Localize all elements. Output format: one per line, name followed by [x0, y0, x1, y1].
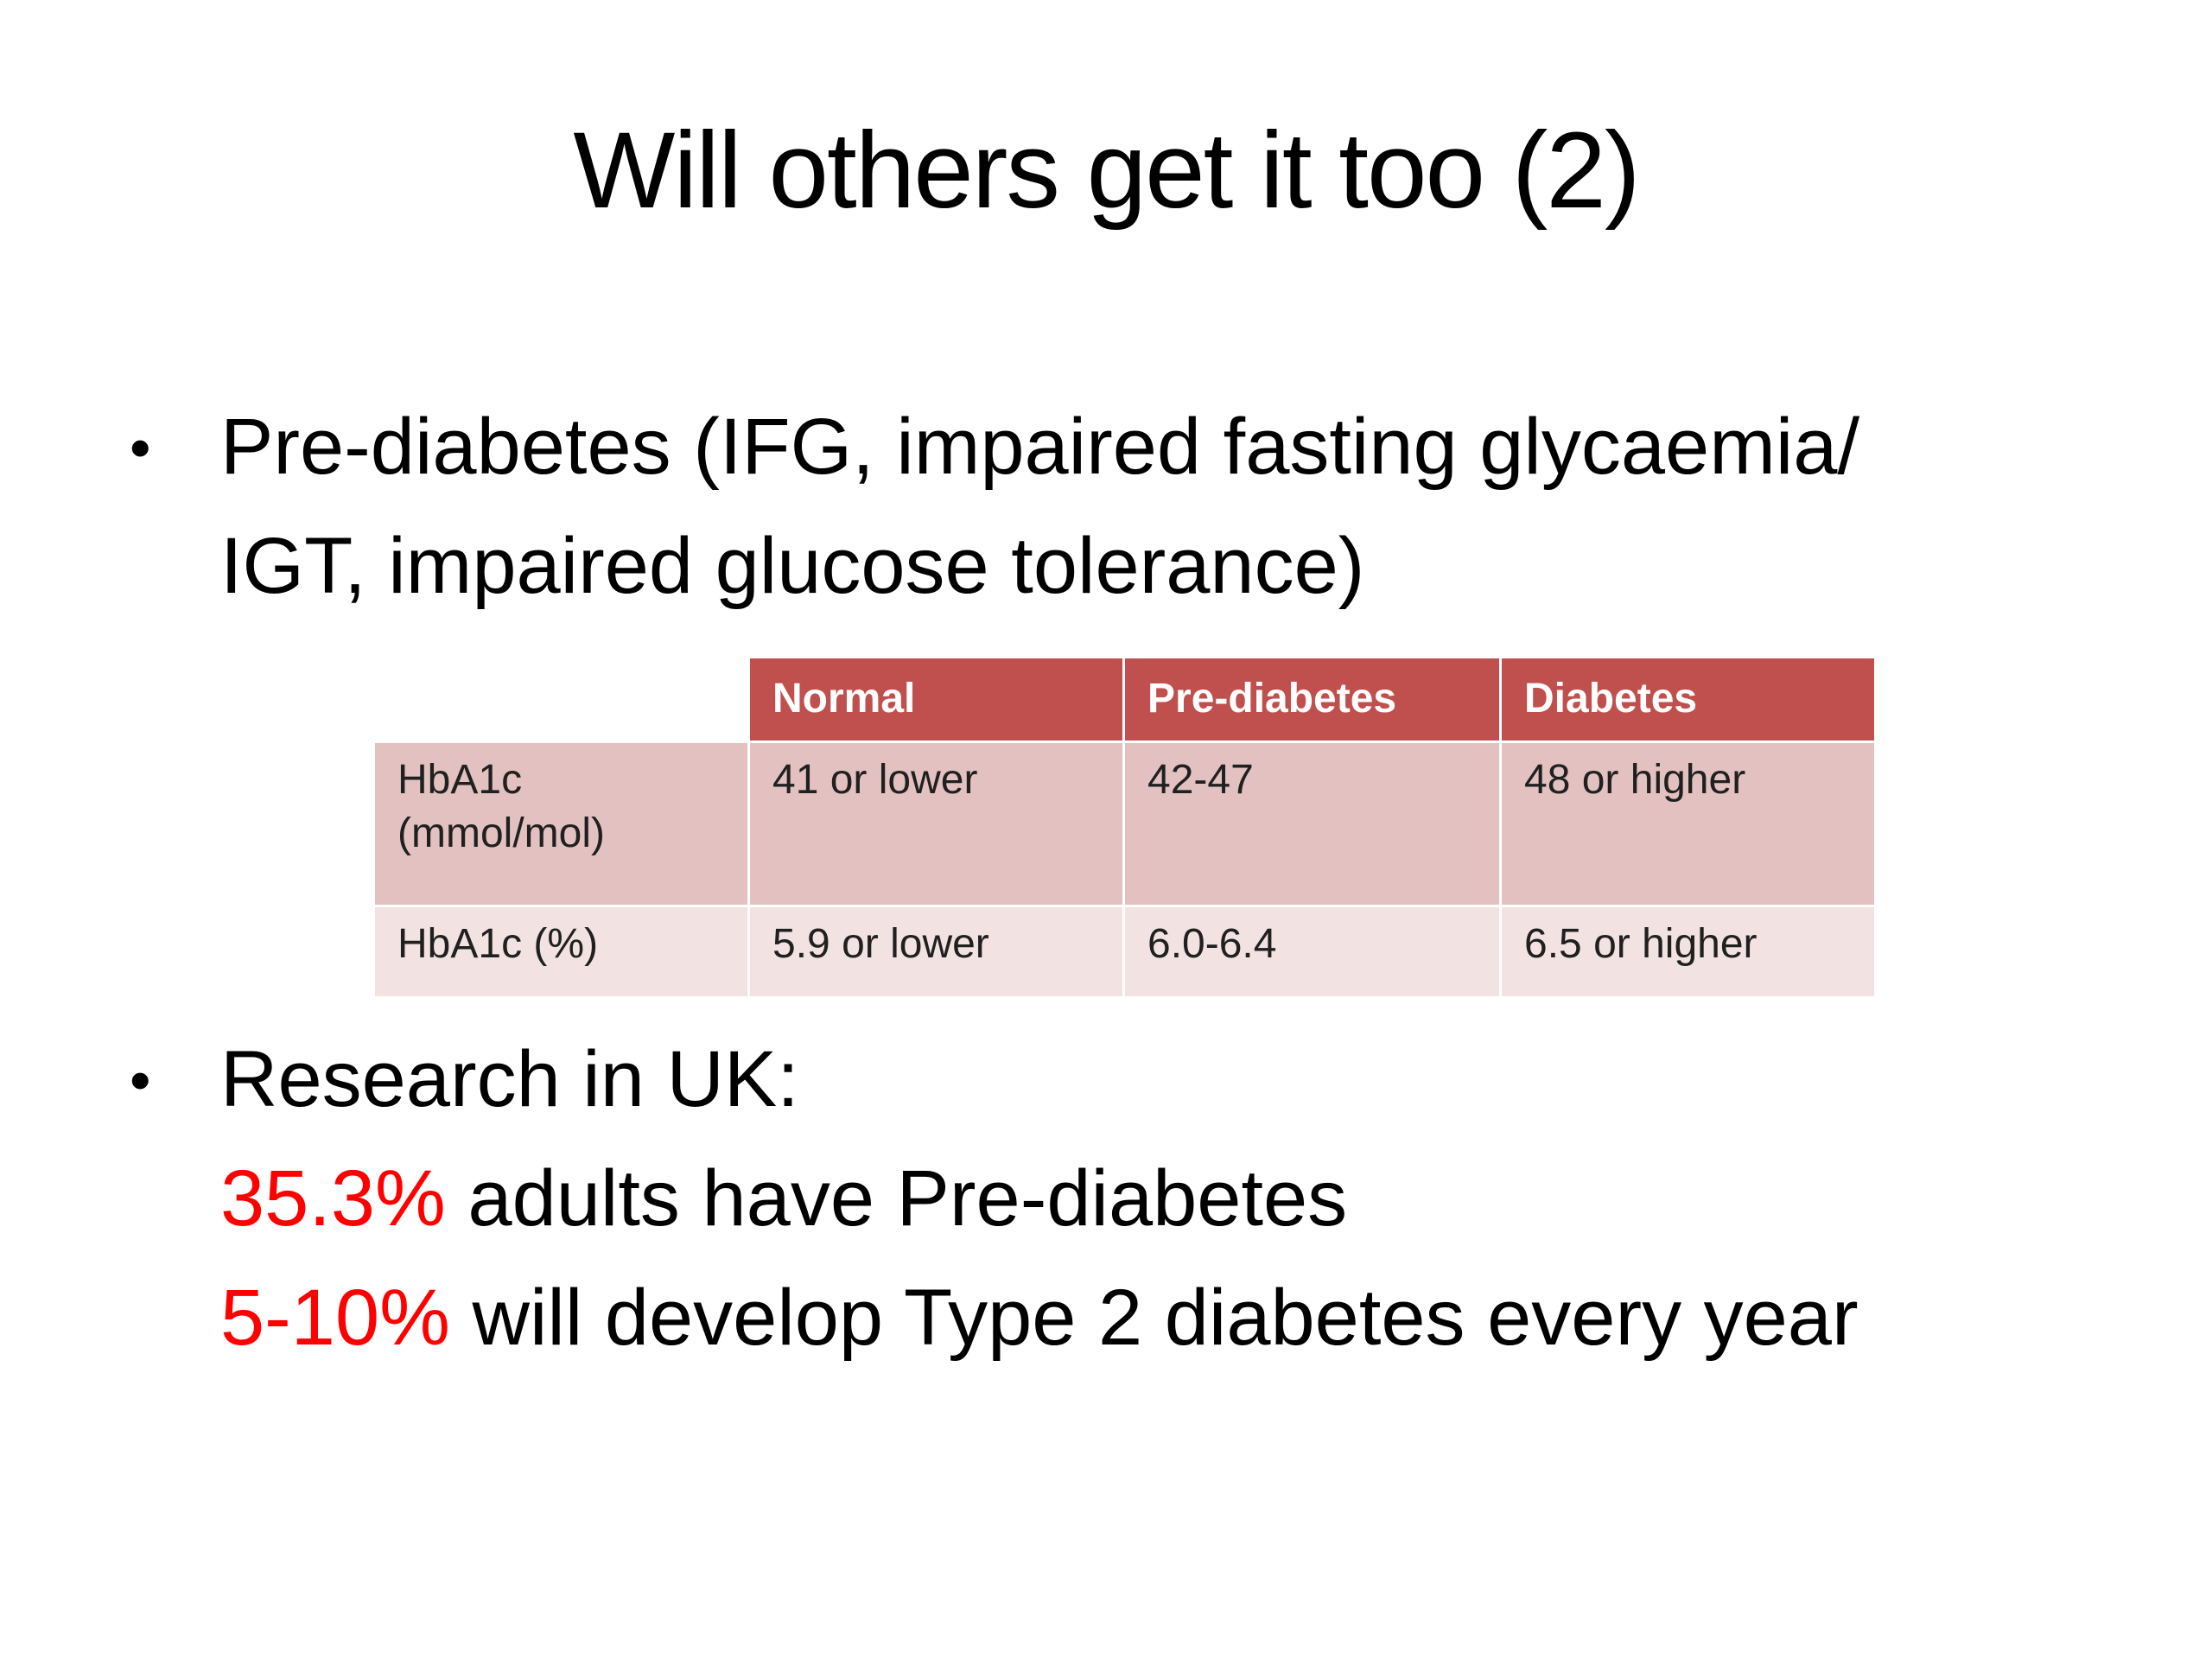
table-cell-mmol-diabetes: 48 or higher — [1502, 743, 1874, 905]
table-cell-mmol-normal: 41 or lower — [750, 743, 1122, 905]
table-row-label-percent: HbA1c (%) — [375, 907, 747, 996]
bullet-marker: • — [130, 1046, 151, 1114]
stat-prediabetes-rest: adults have Pre-diabetes — [445, 1154, 1348, 1243]
table-corner-cell — [375, 658, 747, 741]
bullet-marker: • — [130, 414, 151, 481]
bullet-research: • Research in UK: 35.3% adults have Pre-… — [130, 1020, 1859, 1377]
bullet-prediabetes: • Pre-diabetes (IFG, impaired fasting gl… — [130, 387, 1859, 626]
table-cell-percent-normal: 5.9 or lower — [750, 907, 1122, 996]
hba1c-table: Normal Pre-diabetes Diabetes HbA1c (mmol… — [375, 658, 1874, 996]
prediabetes-line-2: IGT, impaired glucose tolerance) — [220, 522, 1365, 610]
table-header-diabetes: Diabetes — [1502, 658, 1874, 741]
row-label-text: HbA1c (%) — [397, 921, 599, 967]
stat-progression-rest: will develop Type 2 diabetes every year — [449, 1274, 1859, 1362]
research-line-progression: 5-10% will develop Type 2 diabetes every… — [220, 1258, 1859, 1377]
table-header-normal: Normal — [750, 658, 1122, 741]
stat-prediabetes-pct: 35.3% — [220, 1154, 446, 1243]
table-row-label-mmol: HbA1c (mmol/mol) — [375, 743, 747, 905]
stat-progression-pct: 5-10% — [220, 1274, 450, 1362]
table-cell-percent-diabetes: 6.5 or higher — [1502, 907, 1874, 996]
research-lead: Research in UK: — [220, 1035, 799, 1123]
table-cell-mmol-prediabetes: 42-47 — [1125, 743, 1499, 905]
row-label-text: HbA1c (mmol/mol) — [397, 757, 605, 857]
table-cell-percent-prediabetes: 6.0-6.4 — [1125, 907, 1499, 996]
prediabetes-line-1: Pre-diabetes (IFG, impaired fasting glyc… — [220, 403, 1860, 491]
bullet-research-text: Research in UK: 35.3% adults have Pre-di… — [220, 1020, 1859, 1377]
bullet-prediabetes-text: Pre-diabetes (IFG, impaired fasting glyc… — [220, 387, 1859, 626]
table-header-prediabetes: Pre-diabetes — [1125, 658, 1499, 741]
slide-title: Will others get it too (2) — [573, 111, 1640, 231]
research-line-prediabetes: 35.3% adults have Pre-diabetes — [220, 1139, 1859, 1258]
